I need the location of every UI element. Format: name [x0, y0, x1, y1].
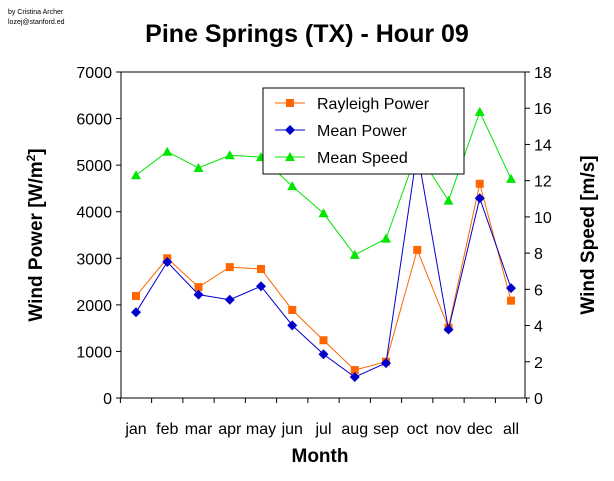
- legend-marker: [285, 125, 295, 135]
- left-axis-label-sup: 2: [24, 154, 38, 161]
- point-mean-speed-jan: [131, 170, 141, 180]
- legend-label: Mean Power: [317, 123, 407, 140]
- point-mean-power-feb: [162, 257, 173, 268]
- legend-marker: [285, 152, 295, 161]
- right-axis-ticks: 0 2 4 6 8 10 12 14 16 18: [525, 65, 552, 408]
- left-tick-label: 5000: [76, 158, 112, 175]
- legend-marker: [286, 99, 294, 107]
- right-axis-label: Wind Speed [m/s]: [578, 155, 599, 314]
- point-rayleigh-power-mar: [194, 283, 203, 292]
- right-tick-label: 8: [534, 246, 543, 263]
- right-tick-label: 4: [534, 319, 543, 336]
- point-mean-speed-nov: [443, 195, 454, 205]
- point-mean-speed-jun: [287, 181, 298, 191]
- point-mean-speed-jul: [318, 208, 329, 218]
- left-tick-label: 1000: [76, 344, 112, 361]
- chart-title: Pine Springs (TX) - Hour 09: [145, 20, 469, 48]
- point-rayleigh-power-jun: [288, 305, 297, 314]
- point-rayleigh-power-jan: [132, 292, 140, 301]
- legend-item-rayleigh-power: Rayleigh Power: [275, 96, 430, 113]
- left-tick-label: 3000: [76, 251, 112, 268]
- point-rayleigh-power-oct: [413, 245, 422, 254]
- series-layer: [131, 106, 516, 383]
- right-tick-label: 16: [534, 101, 552, 118]
- right-tick-label: 18: [534, 65, 552, 82]
- point-rayleigh-power-apr: [225, 263, 234, 272]
- x-tick-label-all: all: [503, 421, 519, 438]
- point-mean-power-sep: [381, 358, 391, 369]
- right-tick-label: 2: [534, 355, 543, 372]
- left-tick-label: 0: [103, 391, 112, 408]
- point-mean-power-all: [506, 283, 516, 294]
- right-tick-label: 14: [534, 137, 552, 154]
- x-axis-label: Month: [292, 446, 349, 467]
- series-mean-speed: [131, 106, 516, 259]
- point-mean-power-aug: [349, 372, 360, 383]
- x-tick-label-jun: jun: [281, 421, 303, 438]
- right-tick-label: 12: [534, 174, 552, 191]
- x-tick-label-oct: oct: [407, 421, 429, 438]
- x-tick-label-mar: mar: [185, 421, 213, 438]
- left-axis-label-main: Wind Power [W/m: [26, 161, 47, 321]
- point-rayleigh-power-may: [257, 264, 265, 273]
- point-mean-power-nov: [443, 324, 454, 335]
- legend-item-mean-power: Mean Power: [275, 123, 407, 140]
- right-tick-label: 10: [534, 210, 552, 227]
- point-rayleigh-power-aug: [350, 366, 359, 375]
- x-axis-ticks: jan feb mar apr may jun jul aug sep oct nov dec all: [119, 398, 528, 438]
- point-rayleigh-power-dec: [475, 179, 484, 188]
- x-tick-label-nov: nov: [436, 421, 462, 438]
- plot-area: [120, 71, 526, 399]
- point-mean-speed-dec: [474, 106, 485, 116]
- series-mean-power: [131, 146, 516, 383]
- point-mean-speed-mar: [193, 162, 204, 172]
- point-mean-power-may: [256, 281, 266, 292]
- point-mean-speed-aug: [349, 249, 360, 259]
- point-mean-speed-all: [506, 173, 516, 183]
- left-tick-label: 6000: [76, 112, 112, 129]
- x-tick-label-sep: sep: [373, 421, 399, 438]
- point-mean-power-jun: [287, 320, 298, 331]
- x-tick-label-apr: apr: [218, 421, 242, 438]
- right-tick-label: 0: [534, 391, 543, 408]
- point-mean-power-jul: [318, 349, 329, 360]
- right-tick-label: 6: [534, 282, 543, 299]
- left-axis-ticks: 0 1000 2000 3000 4000 5000 6000 7000: [76, 65, 121, 408]
- credit-email: lozej@stanford.ed: [8, 19, 65, 26]
- legend: Rayleigh Power Mean Power Mean Speed: [262, 87, 465, 175]
- x-tick-label-may: may: [246, 421, 276, 438]
- point-mean-speed-feb: [162, 146, 173, 156]
- legend-label: Mean Speed: [317, 150, 408, 167]
- legend-item-mean-speed: Mean Speed: [275, 150, 408, 167]
- point-mean-power-jan: [131, 307, 141, 318]
- left-tick-label: 2000: [76, 298, 112, 315]
- x-tick-label-dec: dec: [467, 421, 493, 438]
- x-tick-label-jul: jul: [314, 421, 331, 438]
- left-axis-label-end: ]: [26, 148, 47, 154]
- left-tick-label: 7000: [76, 65, 112, 82]
- point-rayleigh-power-all: [507, 296, 515, 305]
- point-mean-power-dec: [474, 193, 485, 204]
- left-axis-label: Wind Power [W/m2]: [24, 148, 47, 321]
- legend-box: [262, 87, 465, 175]
- x-tick-label-feb: feb: [156, 421, 178, 438]
- point-mean-power-apr: [224, 294, 235, 305]
- point-mean-speed-apr: [224, 150, 235, 160]
- point-rayleigh-power-jul: [319, 336, 328, 345]
- legend-label: Rayleigh Power: [317, 96, 430, 113]
- point-mean-speed-sep: [381, 233, 391, 243]
- point-mean-power-mar: [193, 289, 204, 300]
- x-tick-label-jan: jan: [124, 421, 146, 438]
- credit-author: by Cristina Archer: [8, 9, 64, 16]
- left-tick-label: 4000: [76, 205, 112, 222]
- x-tick-label-aug: aug: [341, 421, 368, 438]
